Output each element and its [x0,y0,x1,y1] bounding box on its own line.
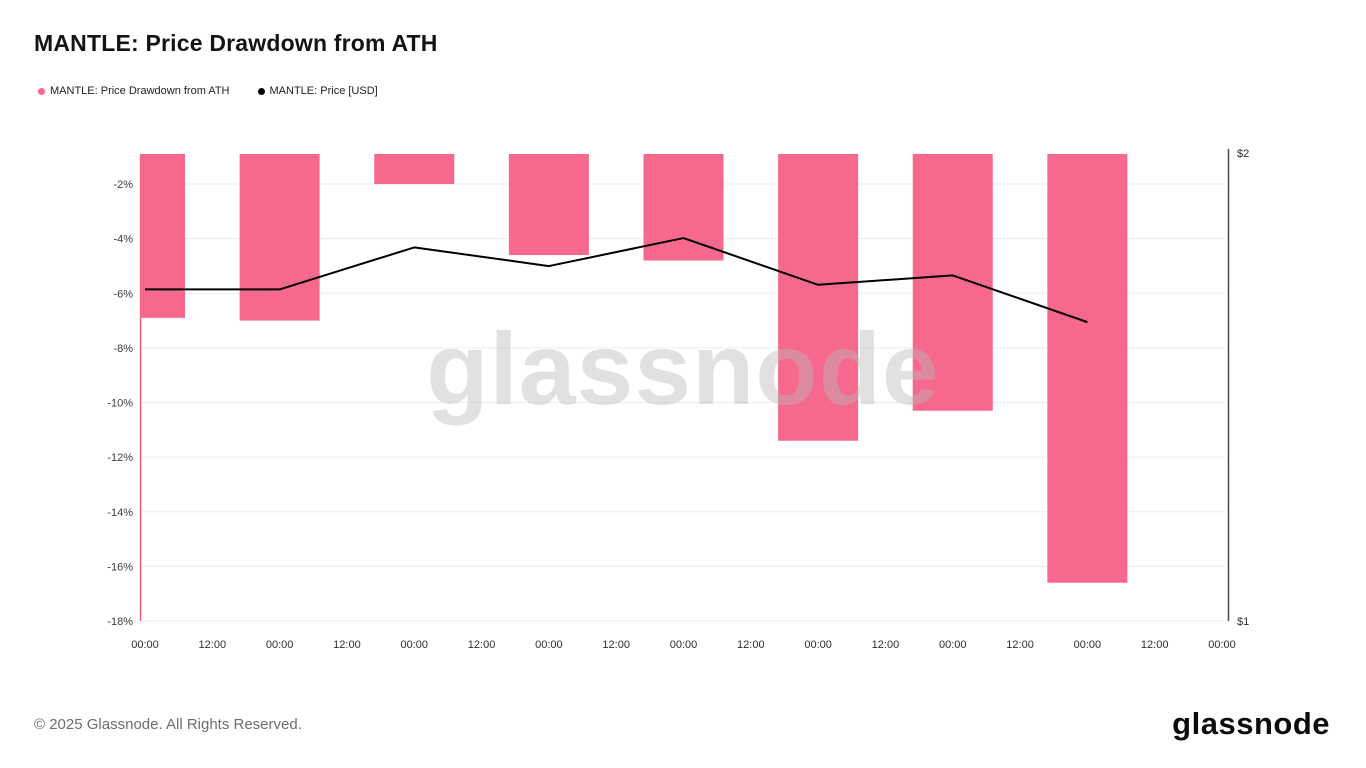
legend-label-drawdown: MANTLE: Price Drawdown from ATH [50,85,230,97]
x-axis-tick-label: 12:00 [872,639,900,651]
y-axis-tick-label: -2% [113,179,133,191]
price-line[interactable] [145,237,1088,324]
legend-item-drawdown[interactable]: MANTLE: Price Drawdown from ATH [38,85,230,97]
glassnode-logo: glassnode [1172,706,1330,741]
x-axis-tick-label: 00:00 [131,639,159,651]
x-axis-tick-label: 00:00 [266,639,294,651]
x-axis-tick-label: 12:00 [737,639,765,651]
right-axis-tick-label: $1 [1237,616,1249,628]
copyright-text: © 2025 Glassnode. All Rights Reserved. [34,716,302,733]
x-axis-tick-label: 00:00 [939,639,967,651]
y-axis-tick-label: -16% [107,561,133,573]
x-axis-tick-label: 00:00 [400,639,428,651]
legend-swatch-price-icon [257,87,265,95]
drawdown-bar[interactable] [374,154,455,185]
drawdown-bar[interactable] [105,154,185,318]
page-title: MANTLE: Price Drawdown from ATH [34,30,438,56]
y-axis-tick-label: -10% [107,398,133,410]
x-axis-tick-label: 12:00 [1141,639,1169,651]
legend-label-price: MANTLE: Price [USD] [269,85,378,97]
drawdown-bar[interactable] [778,154,859,441]
y-axis-tick-label: -18% [107,616,133,628]
x-axis-tick-label: 00:00 [1074,639,1102,651]
legend-swatch-drawdown-icon [38,87,45,95]
x-axis-tick-label: 12:00 [199,639,227,651]
x-axis-tick-label: 12:00 [1006,639,1034,651]
x-axis-tick-label: 00:00 [670,639,698,651]
x-axis-tick-label: 00:00 [535,639,563,651]
y-axis-tick-label: -12% [107,452,133,464]
drawdown-bar[interactable] [912,154,993,411]
legend-item-price[interactable]: MANTLE: Price [USD] [257,85,378,97]
x-axis-tick-label: 00:00 [1208,639,1236,651]
x-axis-tick-label: 12:00 [468,639,496,651]
y-axis-tick-label: -6% [113,288,133,300]
right-axis-tick-label: $2 [1237,148,1249,160]
x-axis-tick-label: 00:00 [804,639,832,651]
drawdown-bar[interactable] [239,154,320,321]
legend: MANTLE: Price Drawdown from ATH MANTLE: … [38,85,378,97]
x-axis-tick-label: 12:00 [333,639,361,651]
x-axis-tick-label: 12:00 [602,639,630,651]
drawdown-bar-series [105,154,1128,583]
y-axis-tick-label: -4% [113,234,133,246]
drawdown-price-chart[interactable]: -2% -4% -6% -8% -10% -12% -14% -16% -18% 00:00 12:… [0,0,1366,700]
y-axis-tick-label: -8% [113,343,133,355]
drawdown-bar[interactable] [508,154,589,256]
drawdown-bar[interactable] [1047,154,1128,583]
y-axis-tick-label: -14% [107,507,133,519]
